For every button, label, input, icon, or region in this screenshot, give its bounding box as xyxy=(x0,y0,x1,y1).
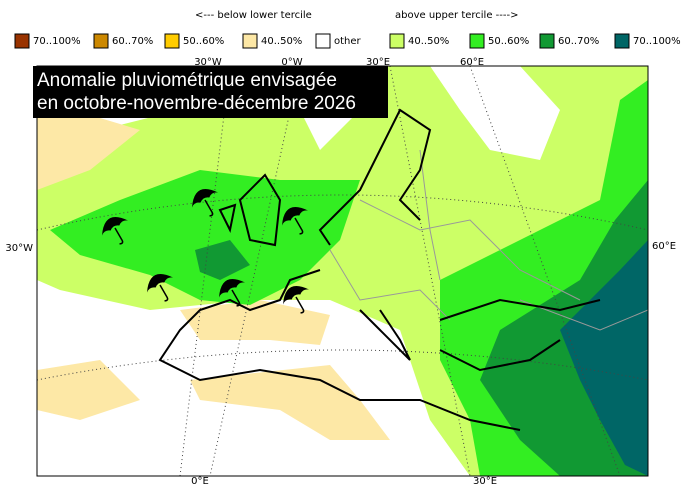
umbrella-canopy xyxy=(192,189,218,208)
umbrella-canopy xyxy=(147,274,173,293)
umbrella-icon xyxy=(192,189,218,217)
graticule-label: 30°E xyxy=(366,57,390,68)
title-line: en octobre-novembre-décembre 2026 xyxy=(37,93,356,114)
legend-label: 50..60% xyxy=(488,36,529,47)
umbrella-icon xyxy=(283,286,309,314)
legend-label: 50..60% xyxy=(183,36,224,47)
region xyxy=(37,118,140,190)
umbrellas xyxy=(102,189,309,314)
legend-label: 40..50% xyxy=(261,36,302,47)
umbrella-handle xyxy=(295,296,305,314)
umbrella-canopy xyxy=(282,207,308,226)
region xyxy=(37,360,140,420)
graticule-label: 30°W xyxy=(5,243,33,254)
umbrella-icon xyxy=(147,274,173,302)
title-line: Anomalie pluviométrique envisagée xyxy=(37,70,337,91)
legend-label: 60..70% xyxy=(558,36,599,47)
graticule-label: 30°W xyxy=(194,57,222,68)
borders xyxy=(329,149,648,331)
legend-swatch xyxy=(14,33,30,49)
legend-swatch xyxy=(614,33,630,49)
graticule-label: 0°W xyxy=(281,57,302,68)
legend-label: 70..100% xyxy=(33,36,81,47)
umbrella-icon xyxy=(102,217,128,245)
graticule xyxy=(37,66,648,476)
region xyxy=(50,170,360,305)
umbrella-handle xyxy=(114,227,124,245)
legend: 70..100% 60..70% 50..60% 40..50% other 40..50… xyxy=(14,33,681,49)
umbrella-icon xyxy=(219,279,245,307)
umbrella-canopy xyxy=(219,279,245,298)
graticule-label: 60°E xyxy=(460,57,484,68)
umbrella-handle xyxy=(204,199,214,217)
legend-swatch xyxy=(93,33,109,49)
legend-label: 70..100% xyxy=(633,36,681,47)
umbrella-handle xyxy=(159,284,169,302)
legend-label: 60..70% xyxy=(112,36,153,47)
umbrella-icon xyxy=(282,207,308,235)
coastline xyxy=(158,108,601,431)
legend-swatch xyxy=(242,33,258,49)
legend-swatch xyxy=(389,33,405,49)
umbrella-canopy xyxy=(283,286,309,305)
legend-label: 40..50% xyxy=(408,36,449,47)
region xyxy=(560,240,648,476)
map xyxy=(37,66,648,476)
region xyxy=(180,300,330,345)
legend-swatch xyxy=(539,33,555,49)
region xyxy=(430,66,560,160)
legend-label: other xyxy=(334,36,362,47)
umbrella-handle xyxy=(231,289,241,307)
legend-header: <--- below lower tercile xyxy=(195,10,312,21)
graticule-label: 30°E xyxy=(473,476,497,487)
region xyxy=(195,240,250,280)
legend-swatch xyxy=(315,33,331,49)
legend-swatch xyxy=(469,33,485,49)
umbrella-handle xyxy=(294,217,304,235)
region xyxy=(190,365,390,440)
graticule-label: 60°E xyxy=(652,241,676,252)
legend-header: above upper tercile ----> xyxy=(395,10,518,21)
title-box xyxy=(33,66,388,118)
umbrella-canopy xyxy=(102,217,128,236)
graticule-label: 0°E xyxy=(191,476,209,487)
legend-swatch xyxy=(164,33,180,49)
